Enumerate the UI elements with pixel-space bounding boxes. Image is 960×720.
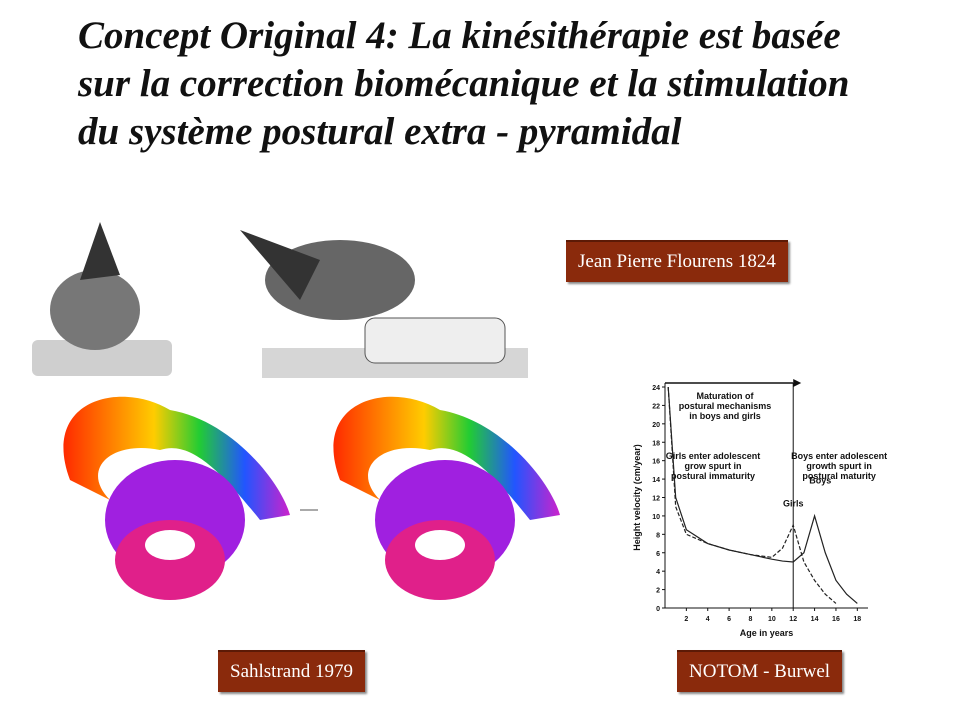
- caption: Sahlstrand 1979: [218, 650, 365, 692]
- annotation: Boys enter adolescent: [791, 451, 887, 461]
- x-tick-label: 16: [832, 616, 840, 623]
- y-axis-label: Height velocity (cm/year): [632, 444, 642, 551]
- y-tick-label: 0: [656, 606, 660, 613]
- annotation: postural maturity: [802, 471, 876, 481]
- caption: NOTOM - Burwel: [677, 650, 843, 692]
- annotation: Maturation of: [697, 391, 755, 401]
- slide-title: Concept Original 4: La kinésithérapie es…: [78, 14, 850, 153]
- y-tick-label: 2: [656, 588, 660, 595]
- x-tick-label: 6: [727, 616, 731, 623]
- arrow-head: [793, 379, 802, 387]
- annotation: growth spurt in: [806, 461, 872, 471]
- y-tick-label: 12: [652, 496, 660, 503]
- y-tick-label: 6: [656, 551, 660, 558]
- x-tick-label: 10: [768, 616, 776, 623]
- series-label: Boys: [809, 476, 831, 486]
- x-tick-label: 4: [706, 616, 710, 623]
- pigeon-illustration: [32, 222, 528, 378]
- x-tick-label: 2: [684, 616, 688, 623]
- series-line: [667, 386, 837, 604]
- series-label: Girls: [783, 499, 804, 509]
- x-tick-label: 8: [749, 616, 753, 623]
- y-tick-label: 4: [656, 569, 660, 576]
- x-tick-label: 18: [853, 616, 861, 623]
- y-tick-label: 18: [652, 440, 660, 447]
- y-tick-label: 10: [652, 514, 660, 521]
- y-tick-label: 16: [652, 459, 660, 466]
- y-tick-label: 24: [652, 385, 660, 392]
- x-tick-label: 14: [811, 616, 819, 623]
- annotation: grow spurt in: [685, 461, 742, 471]
- x-axis-label: Age in years: [740, 628, 794, 638]
- annotation: postural immaturity: [671, 471, 755, 481]
- y-tick-label: 8: [656, 532, 660, 539]
- y-tick-label: 22: [652, 403, 660, 410]
- series-line: [667, 386, 858, 604]
- annotation: in boys and girls: [689, 411, 761, 421]
- y-tick-label: 14: [652, 477, 660, 484]
- annotation: postural mechanisms: [679, 401, 772, 411]
- inner-ear-models: [63, 396, 560, 600]
- y-tick-label: 20: [652, 422, 660, 429]
- x-tick-label: 12: [789, 616, 797, 623]
- caption: Jean Pierre Flourens 1824: [566, 240, 788, 282]
- annotation: Girls enter adolescent: [666, 451, 761, 461]
